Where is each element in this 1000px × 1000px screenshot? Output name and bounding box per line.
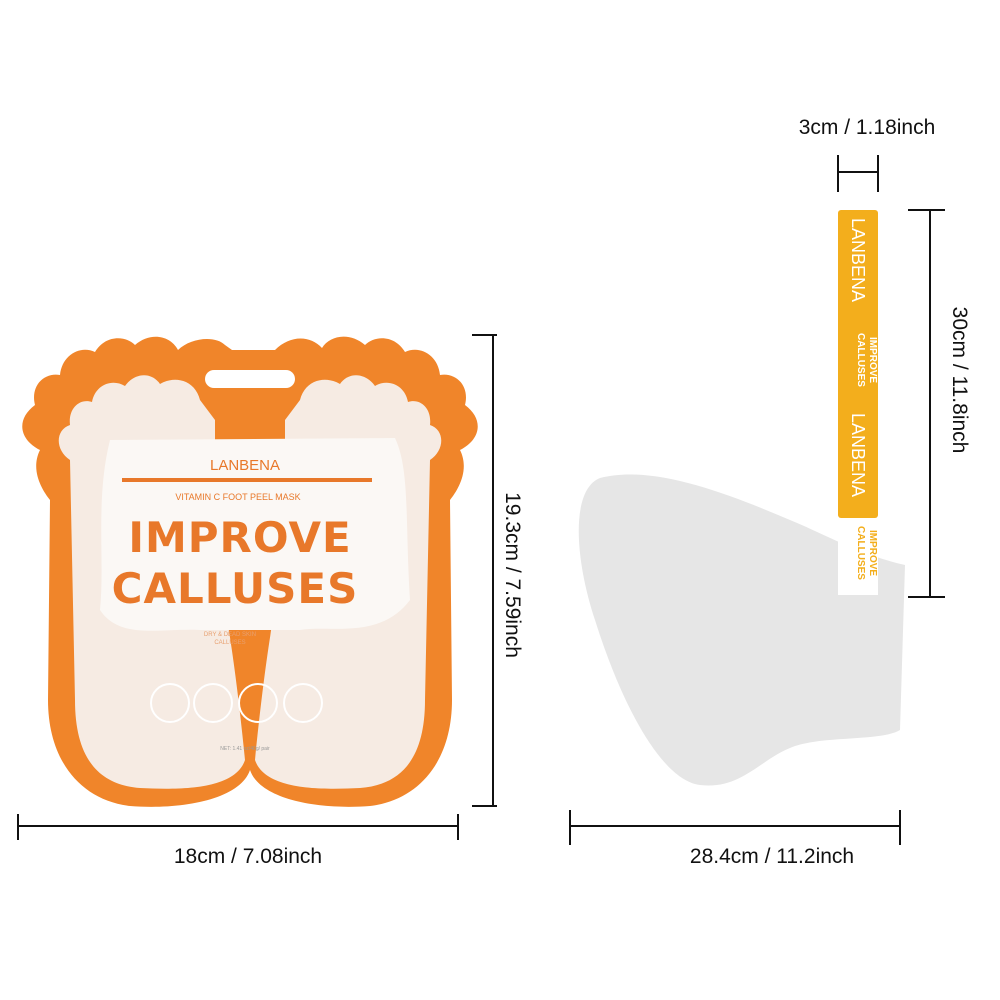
headline-line1: IMPROVE xyxy=(128,513,351,562)
brand-underline xyxy=(122,478,372,482)
label-area xyxy=(100,438,410,631)
tag-line1: DRY & DEAD SKIN xyxy=(204,632,256,638)
package-width-label: 18cm / 7.08inch xyxy=(174,845,322,868)
strip-text-1a: IMPROVE xyxy=(867,337,878,383)
badges xyxy=(150,683,323,723)
tag-line2: CALLUSES xyxy=(214,640,245,646)
package-dimension-lines xyxy=(17,334,497,840)
package-subtitle: VITAMIN C FOOT PEEL MASK xyxy=(175,492,300,502)
mask-dimension-lines xyxy=(569,155,945,845)
package-height-label: 19.3cm / 7.59inch xyxy=(501,492,524,658)
strip-width-label: 3cm / 1.18inch xyxy=(799,116,936,139)
strip-length-label: 30cm / 11.8inch xyxy=(948,307,971,454)
badge-smoothing xyxy=(193,683,233,723)
foot-mask-package: LANBENA VITAMIN C FOOT PEEL MASK IMPROVE… xyxy=(22,336,478,807)
hang-hole xyxy=(205,370,295,388)
mask-length-label: 28.4cm / 11.2inch xyxy=(690,845,854,868)
badge-botanical xyxy=(283,683,323,723)
strip-brand-1: LANBENA xyxy=(848,218,868,302)
strip-white-end xyxy=(838,515,878,595)
strip xyxy=(838,210,878,518)
foot-mask-sock xyxy=(578,474,905,786)
headline-line2: CALLUSES xyxy=(112,564,359,613)
strip-brand-2: LANBENA xyxy=(848,413,868,497)
badge-moisturize xyxy=(150,683,190,723)
strip-text-2a: IMPROVE xyxy=(867,530,878,576)
badge-vc xyxy=(238,683,278,723)
net-weight: NET: 1.41 oz/40g/ pair xyxy=(220,746,270,752)
strip-text-2b: CALLUSES xyxy=(855,526,866,580)
strip-text-1b: CALLUSES xyxy=(855,333,866,387)
package-brand: LANBENA xyxy=(210,457,280,474)
